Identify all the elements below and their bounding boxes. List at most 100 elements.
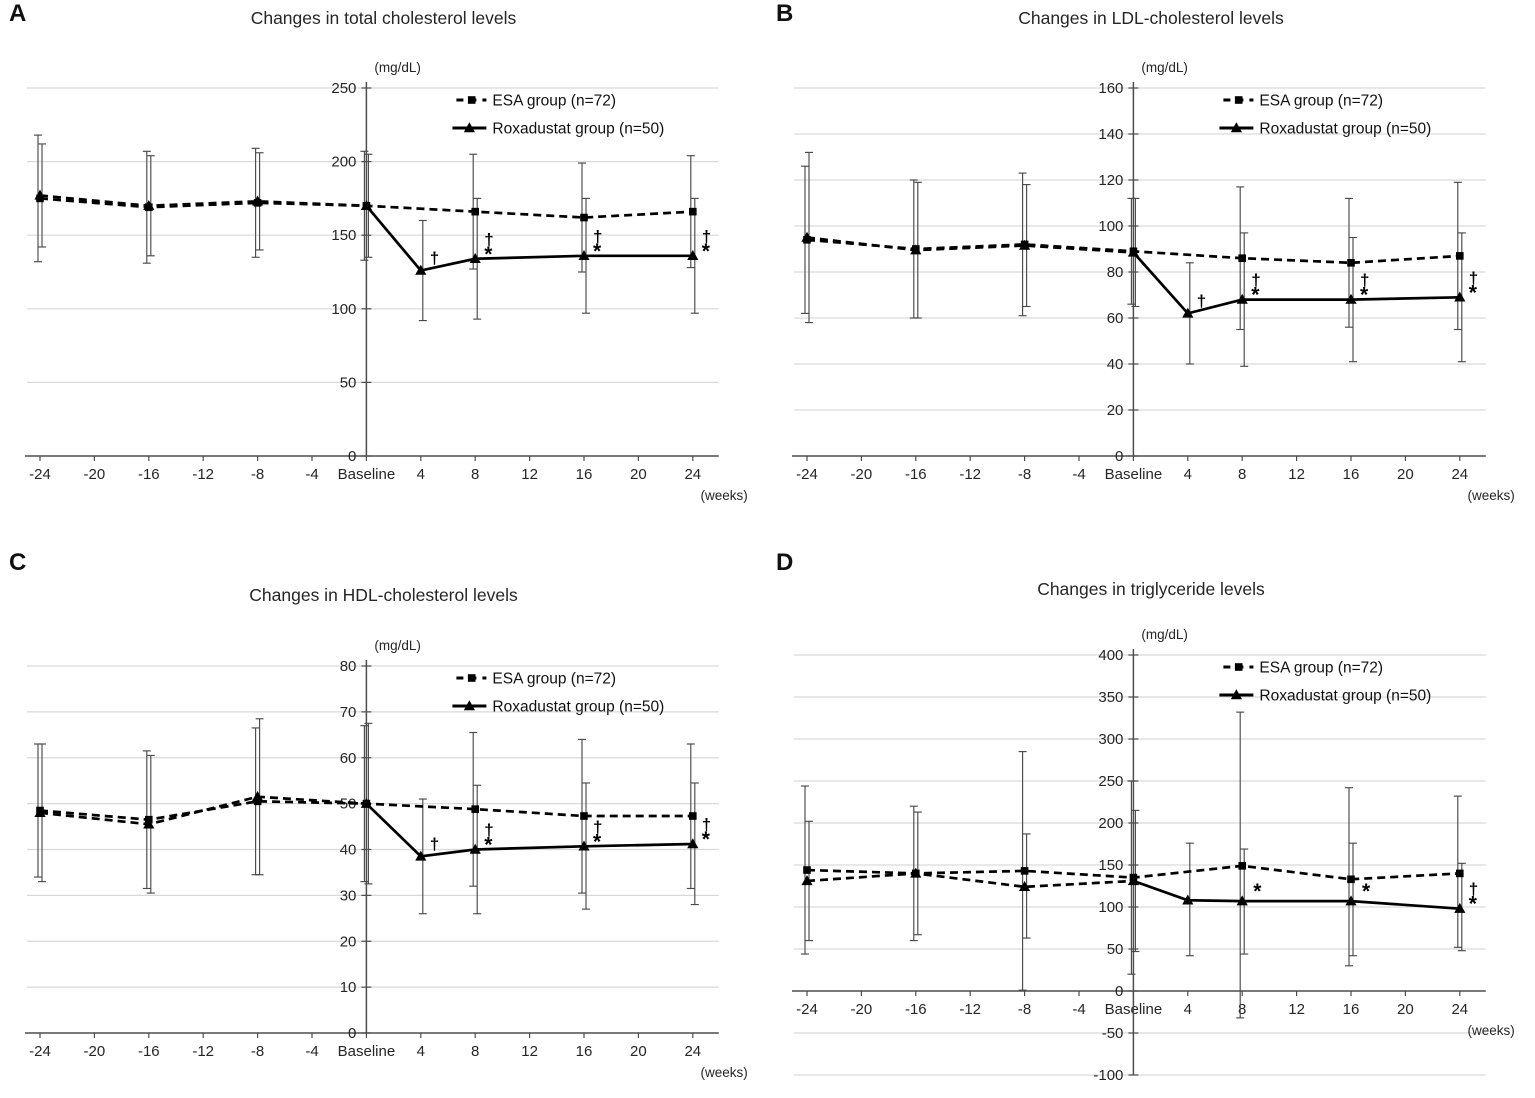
x-tick-label: -4 [305, 1043, 318, 1060]
x-tick-label: 16 [1343, 466, 1360, 483]
asterisk-annotation: * [702, 828, 711, 851]
dagger-annotation: † [593, 817, 602, 836]
x-tick-label: -24 [29, 466, 51, 483]
x-tick-label: 4 [1184, 1001, 1192, 1018]
x-tick-label: 8 [471, 1043, 479, 1060]
x-tick-label: -12 [959, 466, 981, 483]
triangle-marker [1019, 239, 1031, 250]
significance-annotations: ††*†*†* [1197, 268, 1478, 310]
series-roxadustat [34, 189, 699, 275]
x-tick-label: 16 [1343, 1001, 1360, 1018]
chart-canvas-total-cholesterol: -24 -20 -16 -12 -8 -4 Baseline 4 8 12 16 20 24(weeks… [25, 60, 748, 503]
dagger-annotation: † [702, 815, 711, 834]
x-tick-label: -8 [251, 1043, 264, 1060]
y-tick-label: 300 [1098, 731, 1123, 748]
x-tick-label: -16 [905, 466, 927, 483]
legend-entry-roxadustat: Roxadustat group (n=50) [452, 699, 664, 716]
asterisk-annotation: * [1251, 284, 1260, 307]
y-tick-label: 0 [348, 1025, 356, 1042]
dagger-annotation: † [1469, 880, 1478, 899]
x-tick-label: -24 [29, 1043, 51, 1060]
panel-c: C Changes in HDL-cholesterol levels -24-… [0, 549, 767, 1098]
dagger-annotation: † [430, 249, 439, 268]
x-tick-label: -4 [305, 466, 318, 483]
x-tick-label: -24 [796, 466, 818, 483]
legend-entry-roxadustat: Roxadustat group (n=50) [452, 121, 664, 138]
gridlines [27, 665, 719, 988]
x-tick-label: 16 [576, 1043, 593, 1060]
y-axis: 0 50 100 150 200 250 (mg/dL) [331, 60, 421, 465]
gridlines [27, 87, 719, 383]
chart-canvas-triglycerides: -24 -20 -16 -12 -8 -4 Baseline 4 8 12 16 20 24(weeks… [792, 627, 1515, 1084]
y-tick-label: 250 [331, 80, 356, 97]
triangle-marker [687, 838, 699, 849]
x-tick-label: 24 [684, 466, 701, 483]
panel-letter-b: B [776, 0, 794, 27]
dagger-annotation: † [702, 227, 711, 246]
x-tick-label: 24 [1451, 1001, 1468, 1018]
x-tick-label: -12 [192, 466, 214, 483]
square-marker [1347, 259, 1355, 267]
y-tick-label: 30 [340, 887, 357, 904]
y-axis-unit-label: (mg/dL) [1141, 60, 1188, 75]
triangle-marker [801, 875, 813, 886]
triangle-marker [910, 867, 922, 878]
triangle-marker [143, 199, 155, 210]
asterisk-annotation: * [1469, 281, 1478, 304]
y-tick-label: 50 [340, 796, 357, 813]
triangle-marker [34, 189, 46, 200]
y-tick-label: 80 [340, 658, 357, 675]
legend-square-marker [467, 674, 476, 682]
triangle-marker [415, 850, 427, 861]
x-tick-label: 16 [576, 466, 593, 483]
legend-entry-esa: ESA group (n=72) [1223, 660, 1383, 677]
x-axis-unit-label: (weeks) [701, 1065, 748, 1080]
y-axis: 0 10 20 30 40 50 60 70 80 (mg/dL) [340, 638, 421, 1042]
x-tick-label: 8 [1238, 1001, 1246, 1018]
series-roxadustat [801, 867, 1466, 913]
x-tick-label: -4 [1072, 466, 1085, 483]
x-tick-label: Baseline [338, 466, 396, 483]
asterisk-annotation: * [702, 240, 711, 263]
x-tick-label: 12 [1288, 1001, 1305, 1018]
chart-title-b: Changes in LDL-cholesterol levels [1018, 8, 1284, 28]
y-axis: 0 20 40 60 80 100 120 140 160 (mg/dL) [1098, 60, 1188, 465]
x-tick-label: 8 [1238, 466, 1246, 483]
y-tick-label: 40 [340, 842, 357, 859]
triangle-marker [143, 818, 155, 829]
y-tick-label: 160 [1098, 80, 1123, 97]
y-tick-label: 150 [331, 227, 356, 244]
y-tick-label: 10 [340, 979, 357, 996]
chart-title-a: Changes in total cholesterol levels [250, 8, 517, 28]
panel-b: B Changes in LDL-cholesterol levels -24 -… [767, 0, 1535, 549]
panel-letter-d: D [776, 549, 794, 576]
legend-entry-esa: ESA group (n=72) [456, 93, 616, 110]
square-marker [471, 207, 479, 216]
triangle-marker [578, 840, 590, 851]
y-tick-label: 100 [331, 301, 356, 318]
x-tick-label: 4 [417, 1043, 425, 1060]
y-tick-label: 150 [1098, 857, 1123, 874]
x-tick-label: 20 [1397, 466, 1414, 483]
y-tick-label: -100 [1093, 1067, 1123, 1084]
chart-canvas-hdl-cholesterol: -24 -20 -16 -12 -8 -4 Baseline 4 8 12 16 20 24(weeks… [25, 638, 748, 1080]
legend-square-marker [1234, 96, 1243, 104]
triangle-marker [1182, 894, 1194, 905]
x-tick-label: -16 [138, 1043, 160, 1060]
y-tick-label: 40 [1107, 356, 1124, 373]
x-tick-label: -8 [1018, 466, 1031, 483]
legend-triangle-marker [1230, 122, 1242, 133]
gridlines [794, 654, 1486, 1076]
y-tick-label: 0 [1115, 448, 1123, 465]
y-tick-label: 60 [340, 750, 357, 767]
x-tick-label: 12 [1288, 466, 1305, 483]
x-tick-label: 20 [1397, 1001, 1414, 1018]
chart-title-c: Changes in HDL-cholesterol levels [249, 585, 518, 605]
y-tick-label: 400 [1098, 647, 1123, 664]
y-axis: -100 -50 0 50 100 150 200 250 300 350 400 (mg/dL) [1093, 627, 1188, 1084]
legend: ESA group (n=72) Roxadustat group (n=50) [452, 671, 664, 716]
x-tick-label: -12 [959, 1001, 981, 1018]
significance-annotations: * * †* [1253, 880, 1478, 916]
y-tick-label: 20 [1107, 402, 1124, 419]
panel-a: A Changes in total cholesterol levels -2… [0, 0, 767, 549]
